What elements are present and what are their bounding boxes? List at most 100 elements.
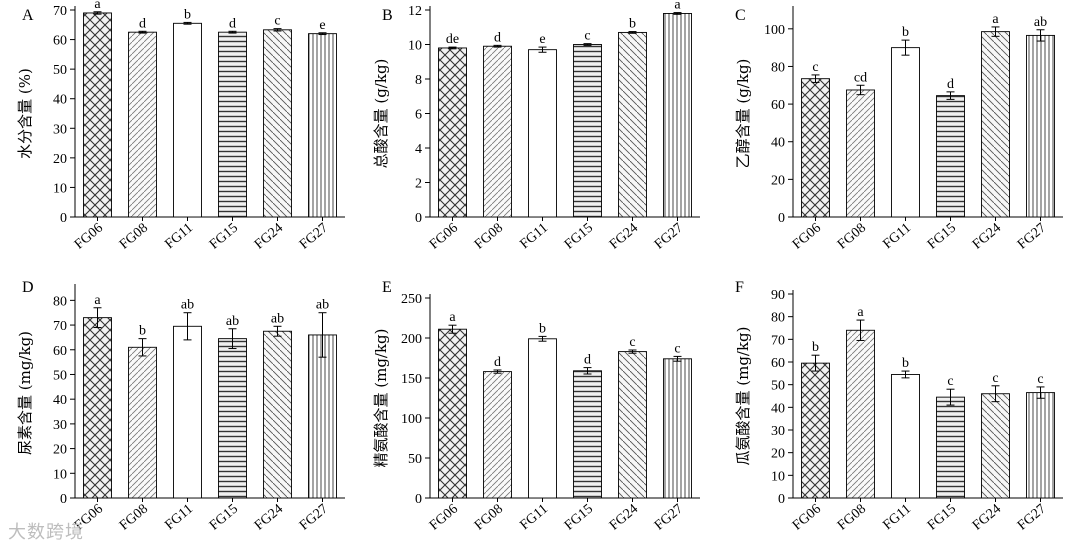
y-tick-label: 50 bbox=[771, 379, 785, 394]
significance-letter: d bbox=[494, 30, 501, 45]
x-category-label: FG11 bbox=[162, 502, 196, 534]
chart-panel-a: A 0 10 20 30 40 50 60 70 水分含量 (%) a FG06 d FG08 b FG11 d… bbox=[16, 0, 345, 253]
significance-letter: b bbox=[139, 324, 146, 339]
y-tick-label: 10 bbox=[53, 467, 67, 482]
y-tick-label: 100 bbox=[764, 23, 785, 38]
bar-fg06 bbox=[801, 362, 830, 499]
bar-fg06 bbox=[438, 47, 467, 218]
panel-label: A bbox=[22, 7, 34, 24]
significance-letter: b bbox=[902, 25, 909, 40]
chart-panel-c: C 0 20 40 60 80 100 乙醇含量 (g/kg) c FG06 cd FG08 b FG11… bbox=[734, 6, 1063, 253]
x-category-label: FG15 bbox=[207, 502, 241, 534]
x-category-label: FG24 bbox=[607, 221, 641, 253]
y-tick-label: 20 bbox=[771, 173, 785, 188]
y-tick-label: 12 bbox=[408, 4, 422, 19]
significance-letter: c bbox=[947, 374, 953, 389]
y-tick-label: 10 bbox=[408, 39, 422, 54]
significance-letter: e bbox=[539, 32, 545, 47]
bar-fg15 bbox=[573, 370, 602, 499]
y-tick-label: 4 bbox=[415, 142, 422, 157]
y-tick-label: 40 bbox=[53, 393, 67, 408]
significance-letter: c bbox=[812, 60, 818, 75]
bar-fg15 bbox=[218, 338, 247, 499]
x-category-label: FG11 bbox=[162, 221, 196, 253]
significance-letter: c bbox=[274, 14, 280, 29]
bar-fg11 bbox=[528, 338, 557, 499]
x-category-label: FG08 bbox=[117, 221, 151, 253]
y-tick-label: 0 bbox=[60, 211, 67, 226]
y-axis-title: 水分含量 (%) bbox=[16, 68, 34, 159]
y-tick-label: 80 bbox=[53, 294, 67, 309]
bar-fg11 bbox=[891, 374, 920, 499]
bar-fg24 bbox=[981, 31, 1010, 218]
y-tick-label: 250 bbox=[401, 292, 422, 307]
y-axis-title: 尿素含量 (mg/kg) bbox=[16, 331, 34, 455]
y-tick-label: 6 bbox=[415, 108, 422, 123]
significance-letter: d bbox=[947, 77, 954, 92]
y-tick-label: 50 bbox=[53, 368, 67, 383]
x-category-label: FG11 bbox=[880, 502, 914, 534]
significance-letter: b bbox=[629, 17, 636, 32]
bar-fg24 bbox=[263, 330, 292, 499]
bar-fg11 bbox=[173, 325, 202, 499]
y-axis-title: 总酸含量 (g/kg) bbox=[372, 59, 390, 169]
x-category-label: FG06 bbox=[790, 221, 824, 253]
y-tick-label: 60 bbox=[771, 98, 785, 113]
y-axis-title: 瓜氨酸含量 (mg/kg) bbox=[734, 326, 752, 465]
y-tick-label: 30 bbox=[53, 122, 67, 137]
y-tick-label: 80 bbox=[771, 311, 785, 326]
y-tick-label: 60 bbox=[53, 34, 67, 49]
x-category-label: FG11 bbox=[517, 221, 551, 253]
x-category-label: FG15 bbox=[207, 221, 241, 253]
significance-letter: d bbox=[139, 16, 146, 31]
significance-letter: a bbox=[857, 305, 864, 320]
bar-fg27 bbox=[308, 33, 337, 218]
bar-fg24 bbox=[618, 351, 647, 499]
significance-letter: e bbox=[319, 18, 325, 33]
x-category-label: FG15 bbox=[562, 502, 596, 534]
significance-letter: ab bbox=[1034, 15, 1047, 30]
y-tick-label: 0 bbox=[778, 492, 785, 507]
bar-fg15 bbox=[936, 396, 965, 499]
y-tick-label: 40 bbox=[771, 136, 785, 151]
panel-label: C bbox=[735, 7, 746, 24]
significance-letter: b bbox=[539, 321, 546, 336]
bar-fg24 bbox=[263, 29, 292, 218]
y-tick-label: 150 bbox=[401, 372, 422, 387]
panel-label: F bbox=[735, 279, 744, 296]
significance-letter: a bbox=[674, 0, 681, 13]
y-tick-label: 60 bbox=[53, 344, 67, 359]
x-category-label: FG08 bbox=[835, 221, 869, 253]
x-category-label: FG15 bbox=[562, 221, 596, 253]
x-category-label: FG27 bbox=[297, 221, 331, 253]
y-tick-label: 8 bbox=[415, 73, 422, 88]
y-tick-label: 70 bbox=[53, 4, 67, 19]
bar-fg24 bbox=[618, 31, 647, 218]
x-category-label: FG27 bbox=[297, 502, 331, 534]
x-category-label: FG08 bbox=[835, 502, 869, 534]
y-tick-label: 70 bbox=[771, 333, 785, 348]
bar-fg11 bbox=[528, 49, 557, 218]
y-tick-label: 30 bbox=[53, 418, 67, 433]
x-category-label: FG24 bbox=[607, 502, 641, 534]
bar-fg15 bbox=[218, 31, 247, 218]
bar-fg08 bbox=[483, 45, 512, 218]
x-category-label: FG24 bbox=[252, 221, 286, 253]
significance-letter: ab bbox=[271, 311, 284, 326]
bar-fg08 bbox=[846, 329, 875, 499]
y-tick-label: 20 bbox=[771, 447, 785, 462]
x-category-label: FG06 bbox=[790, 502, 824, 534]
significance-letter: a bbox=[992, 12, 999, 27]
x-category-label: FG27 bbox=[1015, 502, 1049, 534]
x-category-label: FG27 bbox=[652, 221, 686, 253]
bar-fg27 bbox=[308, 334, 337, 499]
significance-letter: d bbox=[229, 16, 236, 31]
y-tick-label: 40 bbox=[771, 401, 785, 416]
significance-letter: cd bbox=[854, 70, 867, 85]
significance-letter: b bbox=[184, 7, 191, 22]
chart-panel-b: B 0 2 4 6 8 10 12 总酸含量 (g/kg) de FG06 d FG08 e FG11 c FG… bbox=[372, 0, 700, 253]
bar-fg15 bbox=[573, 44, 602, 218]
bar-fg24 bbox=[981, 393, 1010, 499]
